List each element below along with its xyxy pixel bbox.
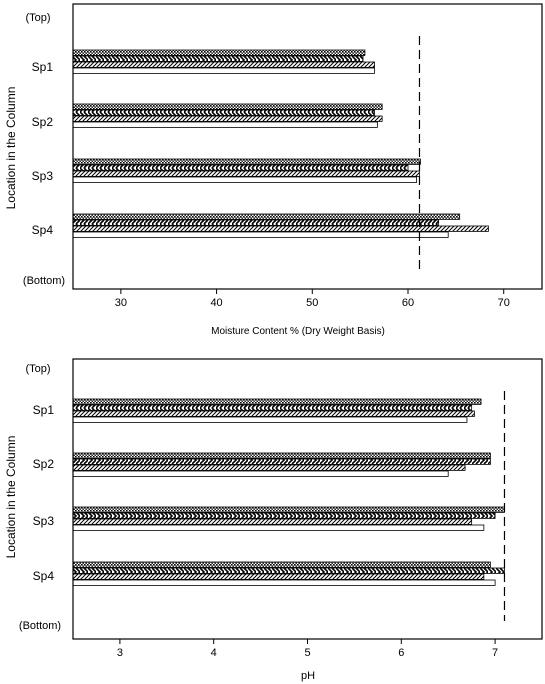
ph-chart-tick-label: 3 — [117, 647, 123, 659]
bar-sp4-series-2 — [72, 567, 505, 574]
bar-sp1-series-1 — [72, 398, 482, 405]
moisture-chart-bottom-label: (Bottom) — [23, 275, 65, 287]
bar-sp1-series-3 — [72, 410, 475, 417]
ph-chart-category-label: Sp2 — [33, 457, 55, 471]
bar-sp3-series-4 — [72, 524, 485, 531]
bar-sp2-series-2 — [72, 109, 375, 116]
bar-sp2-series-1 — [72, 452, 491, 459]
ph-chart-bars — [72, 398, 505, 586]
ph-chart-ylabel: Location in the Column — [4, 436, 18, 559]
ph-chart-tick-label: 5 — [304, 647, 310, 659]
moisture-chart-category-label: Sp3 — [32, 169, 54, 183]
bar-sp1-series-1 — [72, 49, 366, 56]
moisture-chart-xlabel: Moisture Content % (Dry Weight Basis) — [211, 326, 385, 337]
moisture-chart-ylabel: Location in the Column — [4, 87, 18, 210]
moisture-chart-tick-label: 50 — [306, 297, 318, 309]
bar-sp3-series-1 — [72, 506, 505, 513]
ph-chart-xlabel: pH — [301, 670, 315, 682]
bar-sp2-series-3 — [72, 115, 383, 122]
ph-chart-category-label: Sp4 — [33, 569, 55, 583]
bar-sp4-series-3 — [72, 225, 489, 232]
bar-sp4-series-4 — [72, 579, 496, 586]
bar-sp1-series-2 — [72, 55, 364, 62]
ph-chart-tick-label: 4 — [211, 647, 217, 659]
moisture-chart-top-label: (Top) — [25, 12, 50, 24]
bar-sp4-series-4 — [72, 231, 449, 238]
moisture-chart-category-label: Sp2 — [32, 115, 54, 129]
moisture-chart-frame — [72, 3, 543, 290]
moisture-chart-tick-label: 40 — [210, 297, 222, 309]
ph-chart-x-axis: 3 4 5 6 7 — [117, 639, 498, 659]
moisture-chart-bars — [72, 49, 489, 238]
bar-sp2-series-1 — [72, 103, 383, 110]
bar-sp1-series-4 — [72, 67, 375, 74]
moisture-chart: Location in the Column (Top) (Bottom) Sp… — [4, 3, 543, 337]
bar-sp4-series-2 — [72, 219, 440, 226]
moisture-chart-tick-label: 60 — [402, 297, 414, 309]
moisture-chart-tick-label: 30 — [115, 297, 127, 309]
ph-chart: Location in the Column (Top) (Bottom) Sp… — [4, 358, 543, 682]
bar-sp3-series-3 — [72, 170, 420, 177]
ph-chart-top-label: (Top) — [25, 363, 50, 375]
bar-sp3-series-1 — [72, 158, 421, 165]
bar-sp4-series-1 — [72, 213, 461, 220]
ph-chart-tick-label: 7 — [492, 647, 498, 659]
moisture-chart-tick-label: 70 — [498, 297, 510, 309]
ph-chart-category-label: Sp3 — [33, 514, 55, 528]
bar-sp2-series-3 — [72, 464, 466, 471]
bar-sp1-series-3 — [72, 61, 375, 68]
bar-sp4-series-1 — [72, 561, 491, 568]
bar-sp3-series-2 — [72, 164, 409, 171]
moisture-chart-category-label: Sp4 — [32, 223, 54, 237]
moisture-chart-x-axis: 30 40 50 60 70 — [115, 289, 510, 309]
bar-sp1-series-4 — [72, 416, 468, 423]
ph-chart-bottom-label: (Bottom) — [19, 620, 61, 632]
bar-sp3-series-3 — [72, 518, 473, 525]
bar-sp3-series-4 — [72, 176, 418, 183]
bar-sp3-series-2 — [72, 512, 496, 519]
ph-chart-category-label: Sp1 — [33, 403, 55, 417]
ph-chart-tick-label: 6 — [398, 647, 404, 659]
bar-sp2-series-4 — [72, 470, 449, 477]
bar-sp2-series-4 — [72, 121, 378, 128]
ph-chart-frame — [72, 358, 543, 640]
bar-sp1-series-2 — [72, 404, 473, 411]
bar-sp4-series-3 — [72, 573, 485, 580]
moisture-chart-category-label: Sp1 — [32, 60, 54, 74]
bar-sp2-series-2 — [72, 458, 491, 465]
